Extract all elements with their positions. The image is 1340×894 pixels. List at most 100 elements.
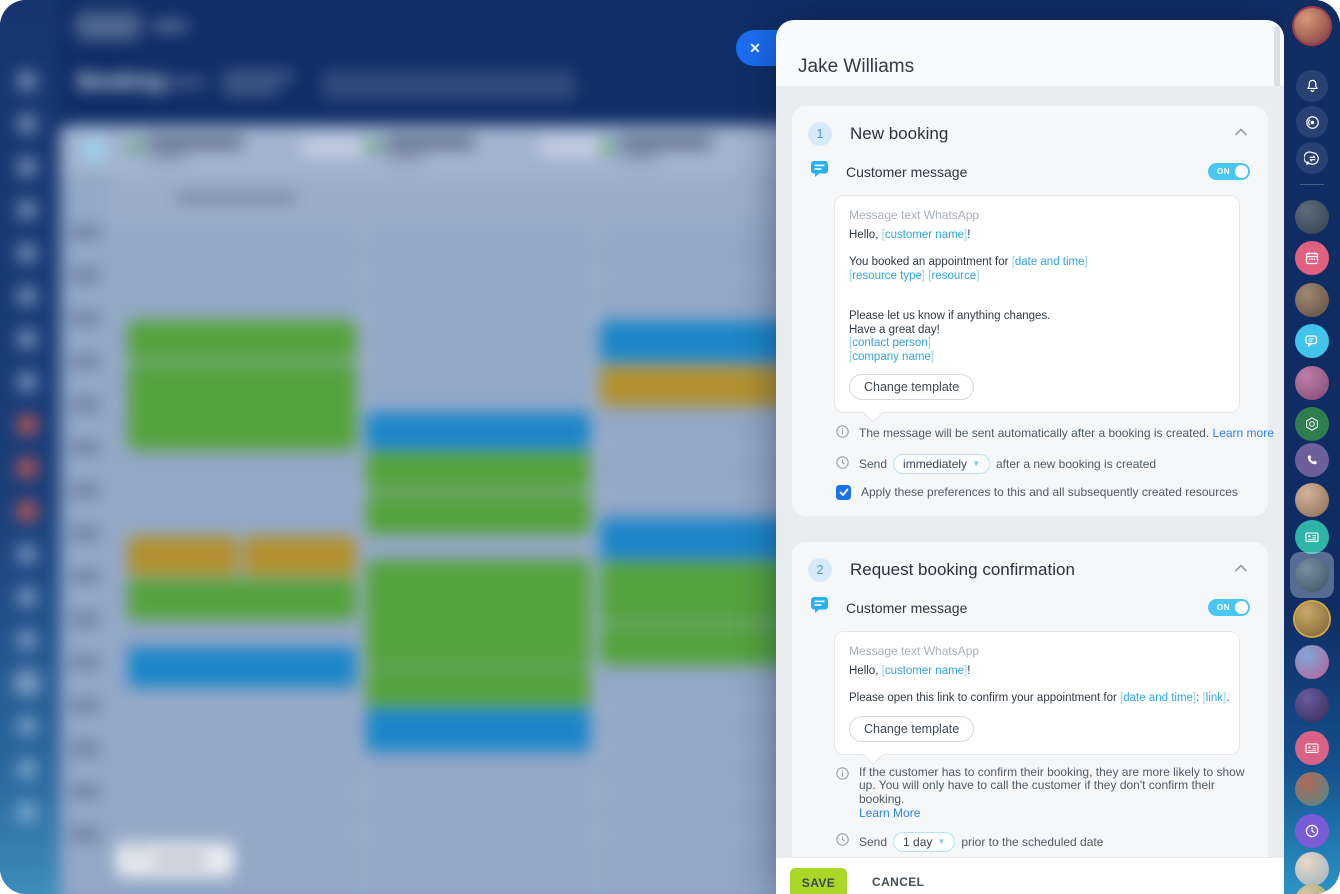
clock-channel[interactable] (1295, 814, 1329, 848)
contact-avatar[interactable] (1295, 772, 1329, 806)
collapse-chevron-icon[interactable] (1234, 561, 1248, 579)
calendar-event[interactable] (600, 518, 810, 560)
calendar-channel[interactable] (1295, 241, 1329, 275)
time-label (70, 701, 100, 710)
calendar-event[interactable] (600, 320, 810, 362)
calendar-event[interactable] (600, 562, 810, 622)
sidebar-app-icon[interactable] (18, 115, 36, 133)
sidebar-app-icon[interactable] (18, 674, 36, 692)
calendar-edit-control[interactable] (116, 843, 234, 877)
calendar-event[interactable] (600, 625, 810, 665)
close-panel-button[interactable]: ✕ (736, 30, 778, 66)
contact-avatar-selected[interactable] (1295, 558, 1329, 592)
sidebar-app-icon[interactable] (18, 244, 36, 262)
sidebar-app-icon[interactable] (18, 459, 36, 477)
sidebar-app-icon[interactable] (18, 545, 36, 563)
time-label (70, 357, 100, 366)
idcard-channel[interactable] (1295, 520, 1329, 554)
search-input[interactable] (322, 71, 575, 100)
template-token[interactable]: [contact person] (849, 337, 931, 349)
sidebar-app-icon[interactable] (18, 287, 36, 305)
message-line (849, 679, 1225, 693)
apply-preferences-checkbox[interactable] (836, 485, 851, 500)
sidebar-app-icon[interactable] (18, 158, 36, 176)
contact-avatar[interactable] (1295, 366, 1329, 400)
chat-channel[interactable] (1295, 324, 1329, 358)
sidebar-app-icon[interactable] (18, 717, 36, 735)
send-delay-dropdown[interactable]: 1 day ▼ (893, 831, 956, 852)
contact-avatar[interactable] (1295, 852, 1329, 886)
contact-avatar[interactable] (1295, 283, 1329, 317)
calendar-event[interactable] (128, 536, 238, 576)
template-token[interactable]: [customer name] (881, 229, 968, 241)
left-sidebar (0, 0, 62, 894)
change-template-button[interactable]: Change template (849, 374, 975, 400)
contact-avatar[interactable] (1295, 884, 1329, 894)
contact-avatar[interactable] (1295, 483, 1329, 517)
contact-avatar[interactable] (1295, 645, 1329, 679)
change-template-button[interactable]: Change template (849, 715, 975, 742)
calendar-event[interactable] (366, 494, 590, 534)
resource-name[interactable] (386, 137, 474, 148)
message-text-field[interactable]: Message text WhatsApp Hello, [customer n… (834, 195, 1240, 413)
learn-more-link[interactable]: Learn more (1212, 425, 1274, 440)
cancel-button[interactable]: CANCEL (866, 874, 930, 890)
section-title: New booking (850, 124, 949, 143)
sidebar-app-icon[interactable] (18, 588, 36, 606)
resource-action[interactable] (300, 138, 366, 156)
sidebar-app-icon[interactable] (18, 373, 36, 391)
sidebar-app-icon[interactable] (18, 72, 36, 90)
sidebar-app-icon[interactable] (18, 631, 36, 649)
template-token[interactable]: [date and time] (1011, 256, 1088, 268)
calendar-event[interactable] (244, 536, 356, 576)
customer-message-toggle[interactable]: ON (1208, 163, 1250, 180)
calendar-event[interactable] (600, 366, 810, 406)
customer-message-toggle[interactable]: ON (1208, 599, 1250, 616)
learn-more-link[interactable]: Learn More (859, 806, 921, 820)
template-token[interactable]: [company name] (849, 350, 935, 363)
template-token[interactable]: [resource] (928, 269, 980, 282)
sidebar-app-icon[interactable] (18, 416, 36, 434)
notifications-button[interactable] (1296, 70, 1328, 102)
sidebar-app-icon[interactable] (18, 330, 36, 348)
resource-name[interactable] (620, 137, 712, 148)
send-delay-dropdown[interactable]: immediately ▼ (893, 454, 990, 474)
message-text-field[interactable]: Message text WhatsApp Hello, [customer n… (834, 631, 1240, 755)
panel-scrollbar[interactable] (1274, 26, 1280, 118)
template-token[interactable]: [date and time] (1120, 692, 1197, 704)
phone-channel[interactable] (1295, 443, 1329, 477)
badge-channel[interactable] (1295, 407, 1329, 441)
calendar-event[interactable] (366, 560, 590, 666)
idcard-channel[interactable] (1295, 731, 1329, 765)
resource-action[interactable] (538, 138, 604, 156)
sidebar-app-icon[interactable] (18, 803, 36, 821)
sidebar-app-icon[interactable] (18, 760, 36, 778)
calendar-event[interactable] (366, 412, 590, 450)
collapse-chevron-icon[interactable] (1234, 125, 1248, 143)
add-resource-label[interactable] (176, 193, 296, 203)
sidebar-app-icon[interactable] (18, 201, 36, 219)
calendar-event[interactable] (128, 647, 356, 687)
calendar-event[interactable] (128, 579, 356, 620)
calendar-event[interactable] (128, 364, 356, 450)
auto-send-info: The message will be sent automatically a… (859, 425, 1274, 440)
calendar-event[interactable] (366, 668, 590, 706)
resource-name[interactable] (148, 137, 243, 148)
template-token[interactable]: [link] (1202, 692, 1227, 704)
chat-transfer-button[interactable] (1296, 142, 1328, 174)
calendar-event[interactable] (366, 452, 590, 490)
contact-avatar[interactable] (1295, 602, 1329, 636)
contact-avatar[interactable] (1295, 200, 1329, 234)
select-all-checkbox[interactable] (82, 137, 106, 161)
calendar-event[interactable] (366, 708, 590, 752)
contact-avatar[interactable] (1295, 688, 1329, 722)
broadcast-button[interactable] (1296, 106, 1328, 138)
section-title: Request booking confirmation (850, 560, 1075, 579)
sidebar-app-icon[interactable] (18, 502, 36, 520)
template-token[interactable]: [resource type] (849, 269, 926, 282)
current-user-avatar[interactable] (1294, 8, 1330, 44)
calendar-event[interactable] (128, 320, 356, 360)
template-token[interactable]: [customer name] (881, 665, 968, 677)
save-button[interactable]: SAVE (790, 868, 847, 894)
time-label (70, 529, 100, 538)
